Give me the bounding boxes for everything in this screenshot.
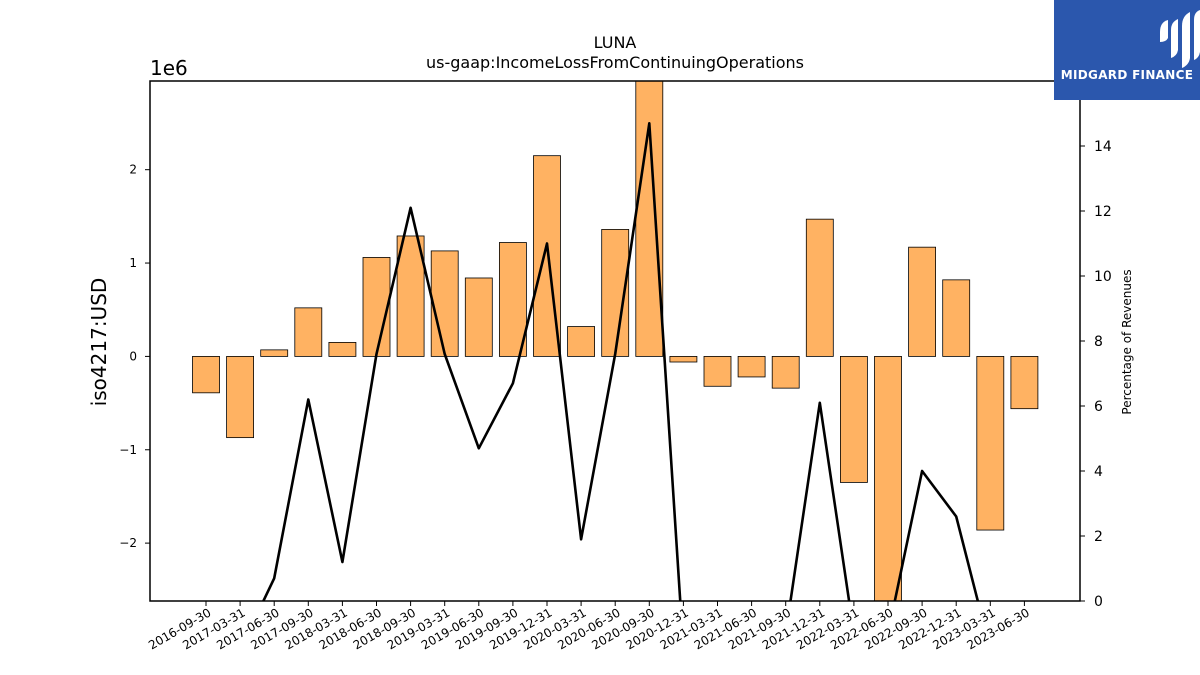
y2-axis-label: Percentage of Revenues bbox=[1120, 269, 1134, 414]
bar bbox=[669, 356, 698, 363]
series-line bbox=[261, 122, 682, 601]
bar bbox=[908, 246, 936, 357]
bar bbox=[464, 277, 493, 357]
series-line bbox=[789, 401, 980, 601]
y-tick-label: −1 bbox=[119, 443, 137, 457]
y2-tick-label: 8 bbox=[1094, 334, 1103, 350]
y2-tick-label: 14 bbox=[1094, 139, 1112, 155]
y-axis-label: iso4217:USD bbox=[87, 278, 111, 407]
bar bbox=[737, 356, 766, 378]
bar bbox=[635, 81, 664, 357]
y-tick-label: 0 bbox=[129, 349, 137, 363]
chart-subtitle: us-gaap:IncomeLossFromContinuingOperatio… bbox=[426, 53, 804, 72]
bar bbox=[498, 242, 527, 357]
y2-tick-label: 6 bbox=[1094, 399, 1103, 415]
y2-tick-label: 2 bbox=[1094, 529, 1103, 545]
bar bbox=[1010, 356, 1039, 410]
bar bbox=[294, 307, 323, 357]
y-tick-label: −2 bbox=[119, 536, 137, 550]
y2-tick-label: 10 bbox=[1094, 269, 1112, 285]
logo-text: MIDGARD FINANCE bbox=[1060, 68, 1194, 82]
bar bbox=[567, 326, 595, 357]
midgard-logo-icon bbox=[1160, 10, 1200, 68]
y-tick-label: 2 bbox=[129, 163, 137, 177]
plot-clip-group bbox=[192, 81, 1039, 601]
logo: MIDGARD FINANCE bbox=[1054, 0, 1200, 100]
bar bbox=[430, 250, 459, 357]
y2-tick-label: 0 bbox=[1094, 594, 1103, 610]
y-offset-text: 1e6 bbox=[150, 56, 188, 80]
y2-tick-label: 4 bbox=[1094, 464, 1103, 480]
y-tick-label: 1 bbox=[129, 256, 137, 270]
bar bbox=[703, 356, 732, 387]
chart-title: LUNA bbox=[594, 33, 637, 52]
bar bbox=[226, 356, 255, 439]
bar bbox=[976, 356, 1005, 531]
y2-tick-label: 12 bbox=[1094, 204, 1112, 220]
bar bbox=[874, 356, 902, 601]
bar bbox=[840, 356, 868, 483]
bar bbox=[942, 279, 971, 357]
bar bbox=[192, 356, 220, 394]
bar bbox=[260, 349, 289, 357]
plot-area: −2−1012024681012142016-09-302017-03-3120… bbox=[119, 80, 1112, 652]
bar bbox=[396, 235, 425, 357]
bar bbox=[771, 356, 800, 389]
bar bbox=[362, 257, 391, 357]
bar bbox=[805, 218, 834, 357]
bar bbox=[328, 342, 357, 357]
